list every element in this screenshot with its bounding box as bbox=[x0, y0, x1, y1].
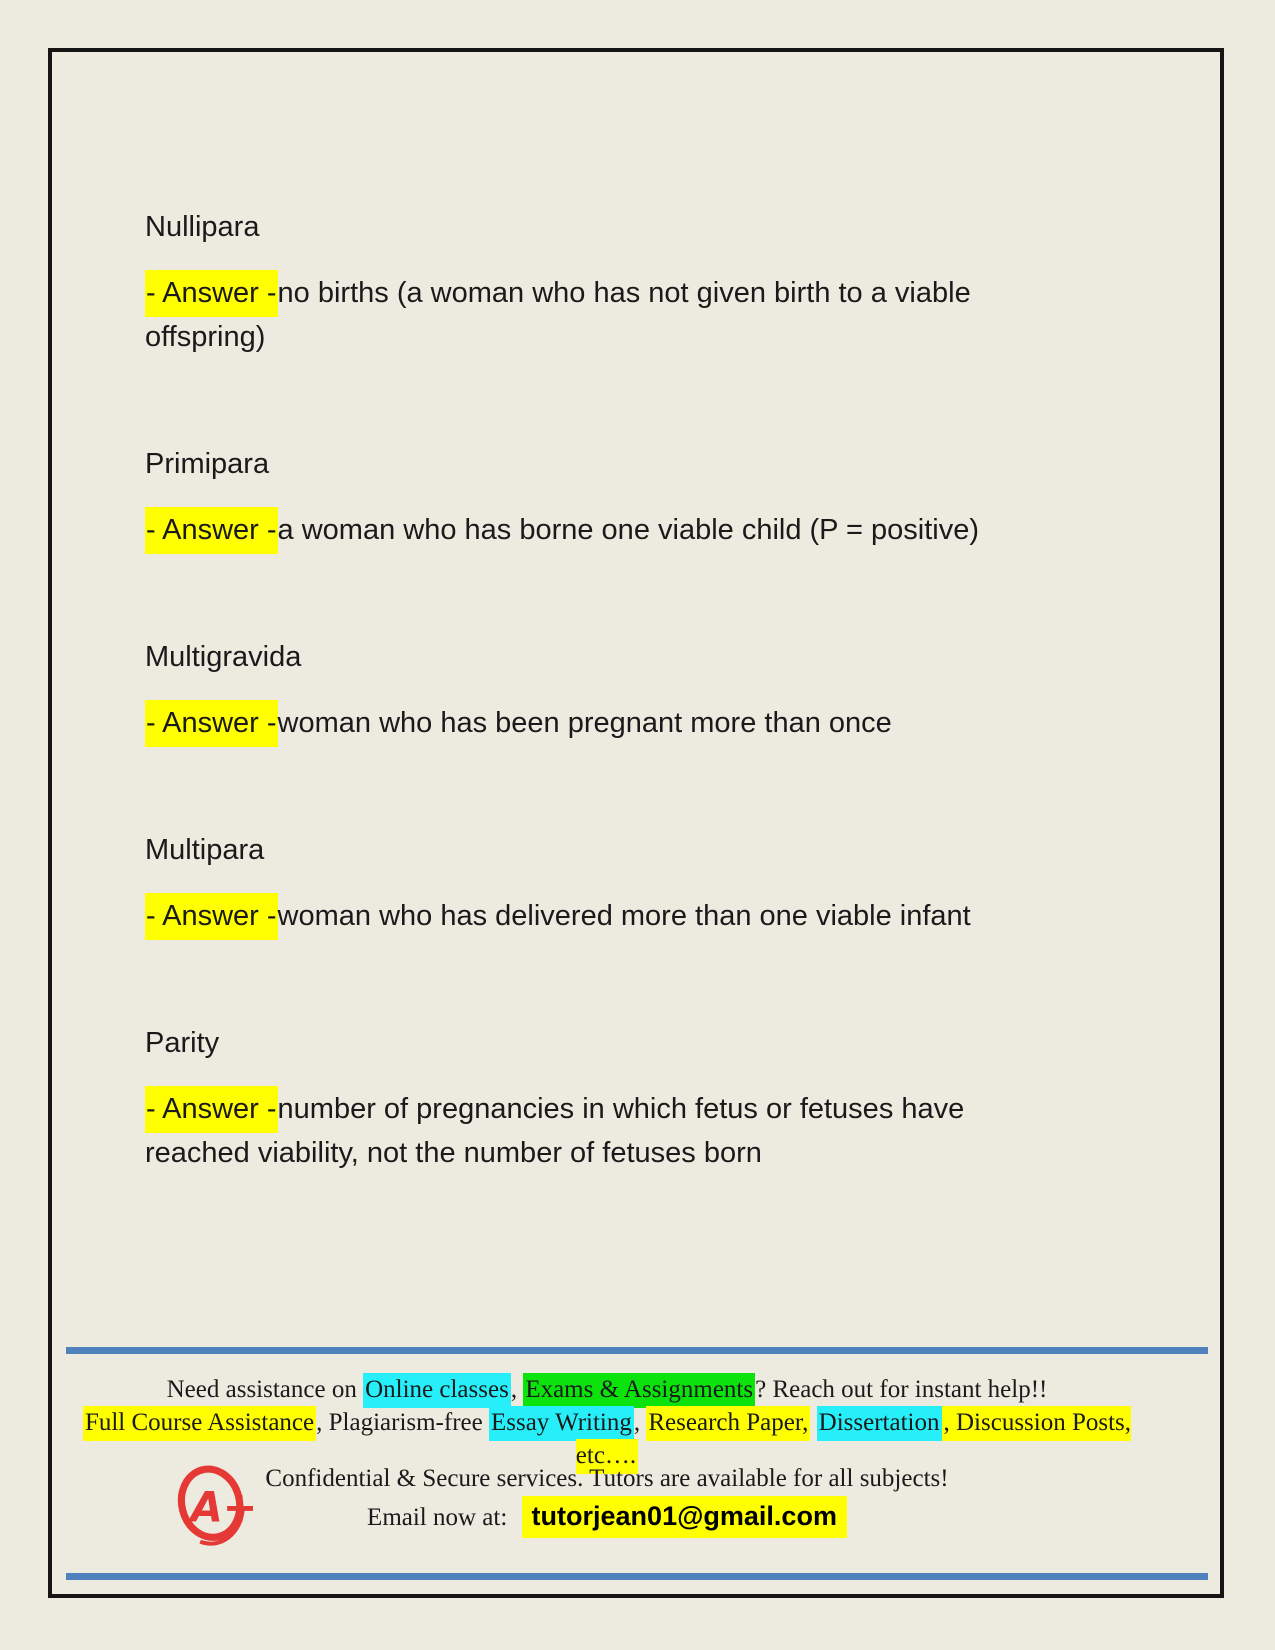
answer-label-highlight: - Answer - bbox=[145, 700, 278, 747]
answer-label-highlight: - Answer - bbox=[145, 507, 278, 554]
promo-text-segment: Research Paper, bbox=[646, 1406, 811, 1441]
promo-text-segment: , bbox=[510, 1376, 524, 1403]
promo-line-1: Need assistance on Online classes, Exams… bbox=[52, 1373, 1162, 1408]
services-line: Confidential & Secure services. Tutors a… bbox=[265, 1465, 949, 1492]
promo-text-segment: Exams & Assignments bbox=[523, 1373, 756, 1408]
divider-line-top bbox=[66, 1347, 1208, 1354]
email-label: Email now at: bbox=[367, 1504, 508, 1531]
answer-paragraph: - Answer -a woman who has borne one viab… bbox=[145, 507, 1065, 554]
answer-paragraph: - Answer -no births (a woman who has not… bbox=[145, 270, 1065, 359]
flashcard: Nullipara - Answer -no births (a woman w… bbox=[145, 205, 1220, 359]
promo-text-segment bbox=[810, 1409, 816, 1436]
term-heading: Multipara bbox=[145, 834, 265, 866]
promo-text-segment: Essay Writing bbox=[488, 1406, 634, 1441]
answer-text: woman who has delivered more than one vi… bbox=[277, 900, 971, 932]
divider-line-bottom bbox=[66, 1573, 1208, 1580]
promo-text-segment: Full Course Assistance bbox=[82, 1406, 317, 1441]
page-border-frame: Nullipara - Answer -no births (a woman w… bbox=[48, 48, 1224, 1598]
aplus-logo: A+ bbox=[173, 1460, 258, 1552]
flashcard: Parity - Answer -number of pregnancies i… bbox=[145, 1021, 1220, 1175]
flashcard: Primipara - Answer -a woman who has born… bbox=[145, 442, 1220, 554]
answer-label-highlight: - Answer - bbox=[145, 270, 278, 317]
answer-label-highlight: - Answer - bbox=[145, 893, 278, 940]
aplus-logo-text: A+ bbox=[188, 1483, 253, 1532]
email-address[interactable]: tutorjean01@gmail.com bbox=[521, 1496, 847, 1538]
promo-text-segment: Need assistance on bbox=[166, 1376, 364, 1403]
aplus-logo-icon: A+ bbox=[177, 1465, 258, 1546]
promo-line-2: Full Course Assistance, Plagiarism-free … bbox=[52, 1406, 1162, 1474]
flashcard: Multipara - Answer -woman who has delive… bbox=[145, 828, 1220, 940]
promo-text-segment: , bbox=[633, 1409, 647, 1436]
term-heading: Multigravida bbox=[145, 641, 302, 673]
answer-paragraph: - Answer -woman who has been pregnant mo… bbox=[145, 700, 1065, 747]
promo-text-segment: ? Reach out for instant help!! bbox=[755, 1376, 1048, 1403]
flashcard: Multigravida - Answer -woman who has bee… bbox=[145, 635, 1220, 747]
answer-text: a woman who has borne one viable child (… bbox=[277, 514, 980, 546]
answer-text: woman who has been pregnant more than on… bbox=[277, 707, 892, 739]
answer-label-highlight: - Answer - bbox=[145, 1086, 278, 1133]
term-heading: Primipara bbox=[145, 448, 270, 480]
promo-text-segment: , Plagiarism-free bbox=[316, 1409, 489, 1436]
term-heading: Parity bbox=[145, 1027, 220, 1059]
answer-paragraph: - Answer -woman who has delivered more t… bbox=[145, 893, 1065, 940]
promo-text-segment: Dissertation bbox=[816, 1406, 942, 1441]
answer-text: no births (a woman who has not given bir… bbox=[145, 277, 971, 353]
answer-text: number of pregnancies in which fetus or … bbox=[145, 1093, 965, 1169]
footer-promo: Need assistance on Online classes, Exams… bbox=[52, 1373, 1162, 1474]
flashcard-list: Nullipara - Answer -no births (a woman w… bbox=[52, 52, 1220, 1175]
email-line: Email now at: tutorjean01@gmail.com bbox=[52, 1496, 1162, 1538]
promo-text-segment: Online classes bbox=[363, 1373, 511, 1408]
answer-paragraph: - Answer -number of pregnancies in which… bbox=[145, 1086, 1065, 1175]
term-heading: Nullipara bbox=[145, 211, 260, 243]
